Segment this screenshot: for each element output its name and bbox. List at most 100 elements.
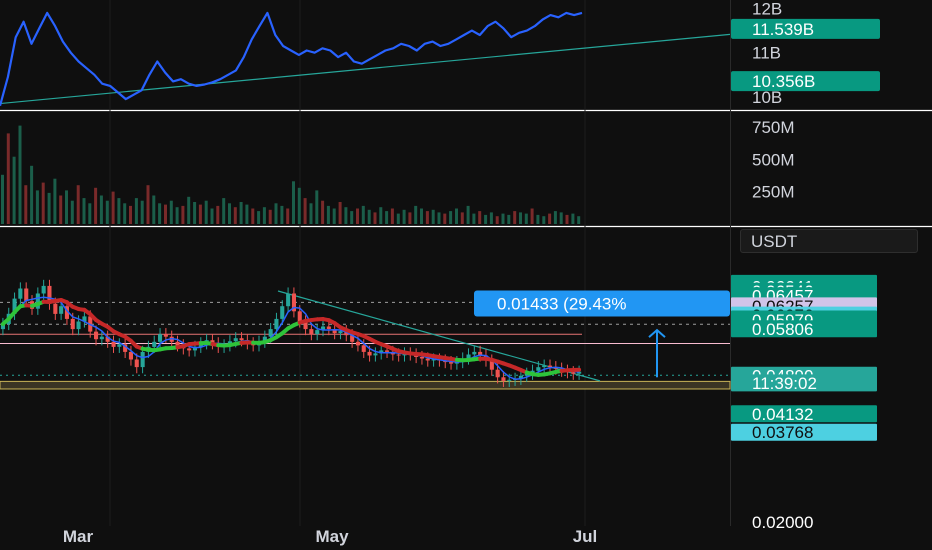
volume-bar <box>420 208 423 224</box>
candle-body <box>192 346 197 351</box>
candle-body <box>53 303 58 314</box>
volume-axis-tick: 500M <box>752 150 795 169</box>
candle-body <box>350 335 355 342</box>
candle-body <box>262 336 267 342</box>
volume-bar <box>65 190 68 224</box>
volume-bar <box>257 211 261 224</box>
x-axis-tick: Mar <box>63 527 94 546</box>
volume-bar <box>315 190 319 224</box>
candle-body <box>111 341 116 347</box>
volume-bar <box>53 178 57 224</box>
volume-bar <box>443 213 447 224</box>
price-tag <box>731 320 877 338</box>
price-tag <box>731 405 877 423</box>
candle-body <box>361 345 366 352</box>
candle-body <box>233 338 238 342</box>
volume-bar <box>94 187 98 224</box>
volume-bar <box>489 212 493 224</box>
volume-bar <box>519 212 522 224</box>
x-axis-tick: Jul <box>573 527 598 546</box>
volume-axis-tick: 250M <box>752 183 795 202</box>
volume-bar <box>437 212 441 224</box>
candle-body <box>239 338 244 341</box>
candle-body <box>571 372 576 374</box>
price-tag-label: 0.03768 <box>752 423 813 442</box>
measure-arrow-head <box>648 328 666 338</box>
candle-body <box>385 350 390 352</box>
volume-bar <box>472 213 476 224</box>
price-tag-label: 0.05806 <box>752 320 813 339</box>
candle-body <box>94 331 99 340</box>
volume-bar <box>204 200 208 224</box>
candle-body <box>297 311 302 322</box>
candle-body <box>187 348 192 351</box>
ma-fast-line <box>2 296 580 380</box>
volume-bar <box>76 185 80 224</box>
volume-bar <box>431 209 435 224</box>
candle-body <box>41 285 46 294</box>
volume-bar <box>338 202 342 224</box>
volume-bar <box>146 185 150 224</box>
volume-bar <box>414 205 418 224</box>
candle-body <box>163 334 168 337</box>
candle-body <box>70 318 75 330</box>
volume-bar <box>99 195 103 224</box>
candle-body <box>12 298 17 314</box>
cap-axis-tick: 12B <box>752 0 782 18</box>
volume-bar <box>198 204 202 224</box>
candle-body <box>507 379 512 381</box>
volume-bar <box>169 200 173 224</box>
volume-bar <box>478 211 482 224</box>
volume-bar <box>385 211 389 224</box>
cap-price-tag <box>731 71 880 92</box>
volume-bar <box>222 198 226 224</box>
candle-body <box>47 285 52 304</box>
volume-bar <box>6 133 10 224</box>
volume-bar <box>59 195 63 224</box>
volume-bar <box>484 214 488 224</box>
volume-bar <box>350 211 354 224</box>
volume-bar <box>187 196 191 224</box>
candle-body <box>158 334 163 342</box>
candle-body <box>99 336 104 340</box>
price-tag <box>731 423 877 441</box>
candle-body <box>577 371 582 374</box>
volume-bar <box>35 190 39 224</box>
volume-bar <box>565 214 569 224</box>
volume-bar <box>140 200 144 224</box>
volume-bar <box>216 205 220 224</box>
volume-bar <box>309 203 313 224</box>
volume-bar <box>228 203 231 224</box>
volume-bar <box>158 203 162 224</box>
volume-bar <box>396 213 400 224</box>
volume-bar <box>408 212 412 224</box>
volume-bar <box>524 213 528 224</box>
volume-bar <box>297 187 301 224</box>
candle-body <box>64 306 69 319</box>
price-trendline <box>277 290 601 382</box>
candle-body <box>326 326 331 329</box>
volume-bar <box>390 208 394 224</box>
candle-body <box>18 288 23 299</box>
volume-bar <box>82 198 86 224</box>
candle-body <box>175 341 180 346</box>
candle-body <box>140 351 145 368</box>
volume-bar <box>455 208 458 224</box>
candle-body <box>280 306 285 319</box>
volume-bar <box>193 202 197 224</box>
volume-bar <box>88 203 92 224</box>
candle-body <box>309 329 314 335</box>
candle-body <box>303 321 308 330</box>
candle-body <box>431 359 436 361</box>
candle-body <box>396 354 401 356</box>
cap-price-tag <box>731 18 880 39</box>
currency-selector[interactable]: USDT <box>740 229 918 253</box>
candle-body <box>379 350 384 354</box>
volume-bar <box>111 191 115 224</box>
currency-label: USDT <box>751 232 798 251</box>
volume-bar <box>41 182 45 224</box>
candle-body <box>449 362 454 364</box>
volume-bar <box>129 205 132 224</box>
volume-bar <box>460 212 464 224</box>
